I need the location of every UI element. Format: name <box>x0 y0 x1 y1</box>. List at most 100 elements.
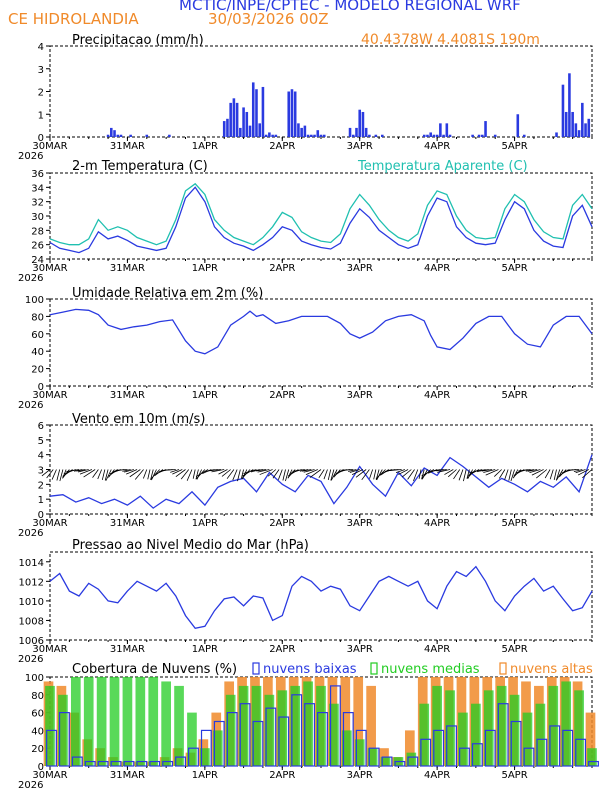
cloud-bar-nuvens-medias <box>445 690 455 766</box>
wind-arrow <box>76 469 86 472</box>
cloud-bar-nuvens-baixas <box>407 756 419 767</box>
precip-title: Precipitacao (mm/h) <box>72 33 204 48</box>
clouds-ytick-label: 80 <box>31 691 44 702</box>
wind-arrow <box>92 469 99 478</box>
pressure-xtick-label: 4APR <box>424 644 450 655</box>
rh-line-0 <box>49 308 593 355</box>
rh-frame <box>49 298 593 387</box>
wind-ytick-label: 5 <box>38 436 44 447</box>
cloud-bar-nuvens-medias <box>200 748 210 766</box>
wind-arrow <box>192 469 196 479</box>
cloud-bar-nuvens-baixas <box>471 743 483 767</box>
cloud-bar-nuvens-medias <box>303 681 313 766</box>
cloud-bar-nuvens-baixas <box>123 760 135 767</box>
temp-ytick-label: 28 <box>31 226 44 237</box>
cloud-bar-nuvens-baixas <box>175 756 186 767</box>
temp-ytick-label: 34 <box>31 183 44 194</box>
precip-bar <box>471 134 474 137</box>
pressure-xtick-label: 3APR <box>347 644 373 655</box>
legend-label-nuvens-altas: nuvens altas <box>510 662 593 677</box>
wind-xtick-label: 1APR <box>192 518 218 529</box>
precip-bar <box>319 134 323 137</box>
precip-ytick-label: 4 <box>38 42 44 53</box>
cloud-bar-nuvens-medias <box>212 730 223 766</box>
cloud-bar-nuvens-medias <box>432 685 442 766</box>
cloud-bar-nuvens-medias <box>380 757 391 766</box>
legend-label-nuvens-medias: nuvens medias <box>381 662 480 677</box>
wind-xtick-label: 30MAR <box>32 518 67 529</box>
wind-arrow <box>186 469 193 481</box>
precip-bar <box>577 130 581 137</box>
clouds-panel: 0 20 40 60 80 100 30MAR 31MAR 1APR 2APR 3APR 4APR 5A… <box>18 662 599 791</box>
cloud-bar-nuvens-medias <box>45 685 55 766</box>
clouds-title: Cobertura de Nuvens (%) <box>72 662 237 677</box>
wind-xtick-label: 31MAR <box>110 518 145 529</box>
cloud-bar-nuvens-baixas <box>368 747 380 767</box>
wind-arrow <box>303 469 315 473</box>
cloud-bar-nuvens-altas <box>340 677 351 766</box>
rh-xtick-label: 1APR <box>192 390 218 401</box>
wind-arrow <box>46 469 54 479</box>
precip-bar <box>251 82 255 137</box>
wind-arrow <box>272 469 280 479</box>
temp-ytick-label: 30 <box>31 212 44 223</box>
precip-bar <box>145 134 149 137</box>
temp-xtick-label: 2APR <box>269 263 295 274</box>
cloud-bar-nuvens-medias <box>96 677 107 766</box>
wind-arrow <box>453 469 461 480</box>
cloud-bar-nuvens-baixas <box>484 729 496 767</box>
cloud-bar-nuvens-medias <box>419 703 430 766</box>
temp-xtick-label: 30MAR <box>32 263 67 274</box>
wind-arrow <box>575 469 586 474</box>
wind-arrow <box>302 469 312 472</box>
cloud-bar-nuvens-medias <box>509 694 520 766</box>
cloud-bar-nuvens-baixas <box>304 703 316 767</box>
cloud-bar-nuvens-medias <box>187 712 197 766</box>
precip-bar <box>316 130 320 137</box>
cloud-bar-nuvens-medias <box>341 730 352 766</box>
wind-panel: 0 1 2 3 4 5 6 30MAR 31MAR 1APR 2APR 3APR 4APR 5APR 202… <box>18 412 593 539</box>
wind-xtick-label: 2APR <box>269 518 295 529</box>
pressure-ytick-label: 1008 <box>19 616 44 627</box>
wind-arrow <box>211 469 225 473</box>
rh-xtick-label: 2APR <box>269 390 295 401</box>
precip-bar <box>568 73 571 137</box>
clouds-ytick-label: 100 <box>25 673 44 684</box>
precip-bar <box>322 134 326 137</box>
header-title: MCTIC/INPE/CPTEC - MODELO REGIONAL WRF <box>179 0 521 14</box>
cloud-bar-nuvens-baixas <box>291 694 303 767</box>
wind-arrow <box>525 469 535 472</box>
pressure-frame <box>49 551 593 641</box>
wind-arrow <box>348 469 357 472</box>
wind-arrow <box>518 469 531 472</box>
temp-ytick-label: 24 <box>31 255 44 266</box>
precip-bar <box>358 109 362 137</box>
wind-arrow <box>255 469 267 472</box>
cloud-bar-nuvens-baixas <box>226 711 238 767</box>
wind-arrow <box>349 469 360 473</box>
legend-swatch-nuvens-medias <box>370 662 378 675</box>
precip-bar <box>426 134 429 137</box>
wind-line-0 <box>49 454 593 509</box>
rh-xtick-label: 30MAR <box>32 390 67 401</box>
wind-arrow <box>126 469 138 475</box>
wind-arrow <box>115 469 128 471</box>
precip-xtick-label: 2APR <box>269 141 295 152</box>
pressure-ytick-label: 1012 <box>19 577 44 588</box>
precip-bar <box>119 134 123 137</box>
pressure-ytick-label: 1006 <box>19 636 44 647</box>
temp-year-label: 2026 <box>18 273 43 284</box>
clouds-xtick-label: 1APR <box>192 770 218 781</box>
wind-arrow <box>150 469 154 481</box>
cloud-bar-nuvens-medias <box>458 712 468 766</box>
precip-bar <box>287 91 291 137</box>
cloud-bar-nuvens-medias <box>354 739 365 766</box>
precip-xtick-label: 5APR <box>501 141 527 152</box>
cloud-bar-nuvens-medias <box>290 685 301 766</box>
precip-bar <box>113 130 116 137</box>
wind-arrow <box>142 469 148 479</box>
cloud-bar-nuvens-baixas <box>523 747 535 767</box>
wind-arrow <box>479 469 489 472</box>
cloud-bar-nuvens-baixas <box>278 716 290 767</box>
wind-arrow <box>529 469 541 474</box>
